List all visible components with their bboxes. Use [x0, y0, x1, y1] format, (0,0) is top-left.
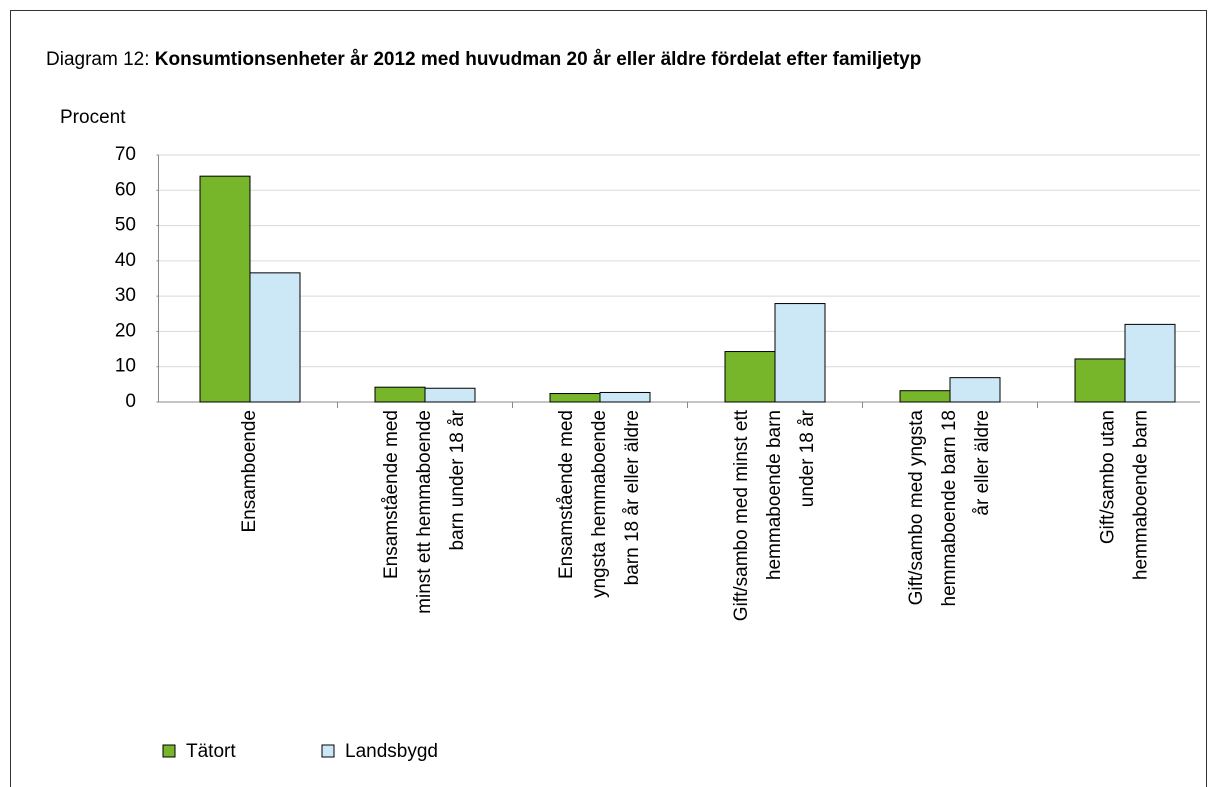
bar [1074, 358, 1126, 403]
x-tick-label: barn 18 år eller äldre [622, 410, 643, 585]
y-tick-label: 60 [115, 179, 136, 200]
bar [549, 393, 601, 403]
x-tick-label: yngsta hemmaboende [589, 410, 610, 598]
bar [249, 272, 301, 403]
x-tick-label: Gift/sambo med minst ett [731, 409, 752, 621]
x-tick-label: år eller äldre [972, 410, 993, 516]
legend-label: Tätort [186, 741, 236, 762]
x-tick-label: hemmaboende barn [1131, 410, 1152, 580]
bar [724, 351, 776, 403]
x-tick-label: under 18 år [797, 409, 818, 507]
y-tick-label: 10 [115, 356, 136, 377]
y-tick-label: 70 [115, 144, 136, 165]
x-tick-label: Ensamboende [239, 410, 260, 533]
title-prefix: Diagram 12: [46, 49, 150, 70]
bar [599, 391, 651, 403]
legend-swatch [321, 744, 335, 758]
chart-title: Diagram 12: Konsumtionsenheter år 2012 m… [46, 49, 921, 70]
bar [949, 377, 1001, 403]
y-tick-label: 0 [125, 391, 136, 412]
bar [899, 390, 951, 403]
x-tick-label: Ensamstående med [556, 410, 577, 579]
bar [424, 387, 476, 403]
x-tick-label: minst ett hemmaboende [414, 410, 435, 614]
x-tick-label: Gift/sambo utan [1098, 410, 1119, 544]
y-tick-label: 50 [115, 215, 136, 236]
y-tick-label: 30 [115, 285, 136, 306]
x-tick-label: hemmaboende barn 18 [939, 410, 960, 606]
bar [1124, 323, 1176, 403]
bar [774, 303, 826, 403]
x-tick-label: barn under 18 år [447, 409, 468, 550]
y-axis-label: Procent [60, 107, 126, 128]
bar [374, 386, 426, 403]
bar [199, 175, 251, 403]
x-tick-label: Gift/sambo med yngsta [906, 410, 927, 606]
x-tick-label: hemmaboende barn [764, 410, 785, 580]
x-tick-label: Ensamstående med [381, 410, 402, 579]
title-main: Konsumtionsenheter år 2012 med huvudman … [155, 49, 922, 70]
legend-swatch [162, 744, 176, 758]
y-tick-label: 20 [115, 320, 136, 341]
legend-label: Landsbygd [345, 741, 438, 762]
y-tick-label: 40 [115, 250, 136, 271]
frame [10, 10, 1207, 787]
